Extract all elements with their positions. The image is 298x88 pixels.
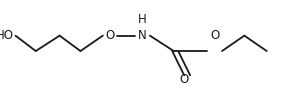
Text: O: O bbox=[210, 29, 219, 42]
Text: O: O bbox=[105, 29, 114, 42]
Text: H: H bbox=[138, 13, 147, 26]
Text: N: N bbox=[138, 29, 147, 42]
Text: HO: HO bbox=[0, 29, 14, 42]
Text: O: O bbox=[179, 73, 189, 86]
